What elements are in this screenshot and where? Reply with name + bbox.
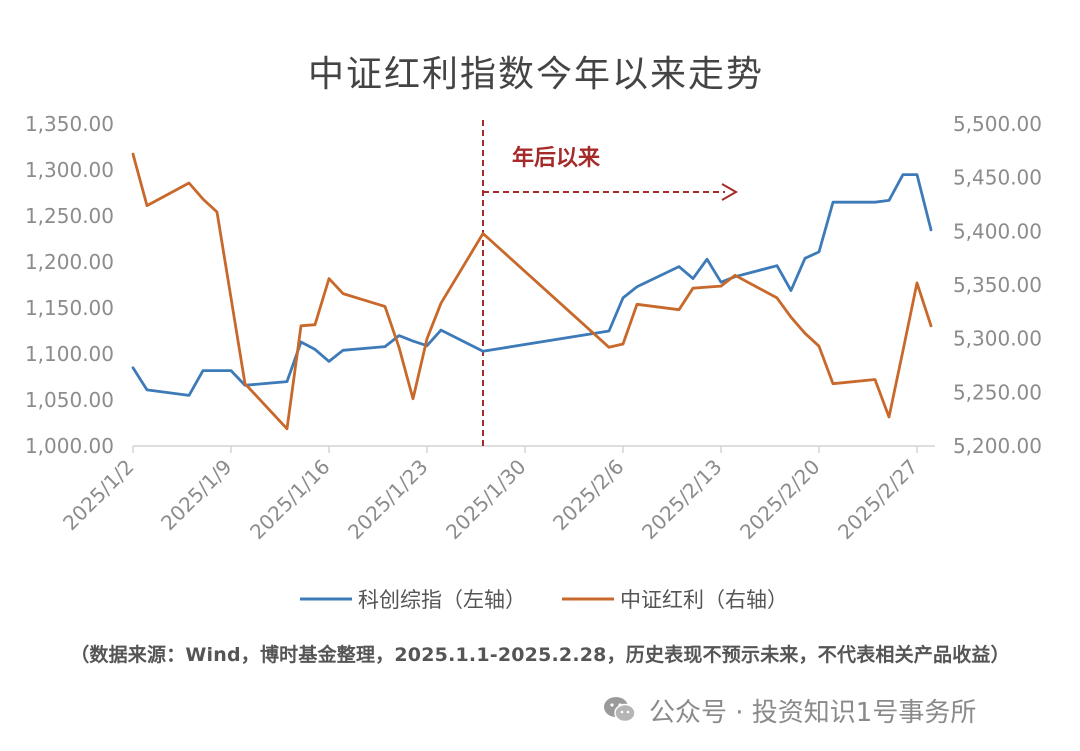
legend: 科创综指（左轴） 中证红利（右轴） <box>300 588 788 612</box>
wechat-icon <box>604 697 636 723</box>
left-axis-tick-label: 1,050.00 <box>25 388 114 412</box>
x-axis-tick-label: 2025/2/6 <box>548 455 628 535</box>
post-new-year-annotation: 年后以来 <box>482 120 739 446</box>
x-axis: 2025/1/2 2025/1/9 2025/1/16 2025/1/23 2025/1… <box>58 445 935 544</box>
x-axis-tick-label: 2025/2/13 <box>637 455 726 544</box>
annotation-arrow-head <box>721 183 739 201</box>
x-axis-tick-label: 2025/2/27 <box>833 455 922 544</box>
watermark-text: 公众号 · 投资知识1号事务所 <box>649 697 977 728</box>
left-axis-tick-label: 1,100.00 <box>25 342 114 366</box>
source-note: （数据来源：Wind，博时基金整理，2025.1.1-2025.2.28，历史表… <box>70 644 1010 666</box>
right-axis-tick-label: 5,300.00 <box>953 327 1042 351</box>
legend-label: 中证红利（右轴） <box>620 588 788 612</box>
x-axis-tick-label: 2025/1/2 <box>58 455 138 535</box>
annotation-label: 年后以来 <box>512 145 601 171</box>
right-axis-tick-label: 5,200.00 <box>953 434 1042 458</box>
x-axis-tick-label: 2025/1/16 <box>245 455 334 544</box>
x-axis-tick-label: 2025/1/23 <box>343 455 432 544</box>
right-axis-tick-label: 5,350.00 <box>953 273 1042 297</box>
x-axis-tick-label: 2025/1/9 <box>156 455 236 535</box>
watermark: 公众号 · 投资知识1号事务所 <box>603 690 976 730</box>
series-line-kechuang <box>131 173 933 397</box>
legend-label: 科创综指（左轴） <box>358 588 526 612</box>
left-axis: 1,000.00 1,050.00 1,100.00 1,150.00 1,200.00… <box>25 112 114 458</box>
chart-title: 中证红利指数今年以来走势 <box>308 54 764 95</box>
left-axis-tick-label: 1,250.00 <box>25 204 114 228</box>
left-axis-tick-label: 1,200.00 <box>25 250 114 274</box>
left-axis-tick-label: 1,150.00 <box>25 296 114 320</box>
right-axis-tick-label: 5,250.00 <box>953 380 1042 404</box>
right-axis-tick-label: 5,450.00 <box>953 166 1042 190</box>
left-axis-tick-label: 1,000.00 <box>25 434 114 458</box>
right-axis-tick-label: 5,400.00 <box>953 219 1042 243</box>
left-axis-tick-label: 1,300.00 <box>25 158 114 182</box>
x-axis-tick-label: 2025/1/30 <box>441 455 530 544</box>
series-line-csi-dividend <box>131 152 933 431</box>
left-axis-tick-label: 1,350.00 <box>25 112 114 136</box>
series-layer <box>131 152 933 431</box>
x-axis-tick-label: 2025/2/20 <box>735 455 824 544</box>
right-axis-tick-label: 5,500.00 <box>953 112 1042 136</box>
right-axis: 5,200.00 5,250.00 5,300.00 5,350.00 5,400.00… <box>953 112 1042 458</box>
